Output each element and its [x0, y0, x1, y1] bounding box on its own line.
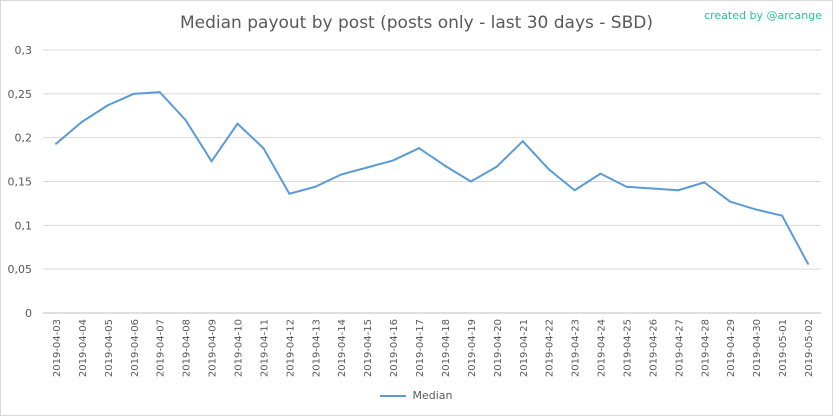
x-tick-label: 2019-04-05	[104, 319, 115, 377]
y-tick-label: 0	[25, 307, 32, 320]
data-point	[366, 166, 369, 169]
x-tick-label: 2019-04-04	[78, 319, 89, 377]
legend: Median	[1, 389, 832, 402]
chart-title: Median payout by post (posts only - last…	[180, 13, 653, 33]
x-tick-label: 2019-04-12	[285, 319, 296, 377]
series-line-median	[55, 91, 809, 265]
data-point	[184, 119, 187, 122]
x-tick-label: 2019-04-06	[130, 319, 141, 377]
x-tick-label: 2019-04-17	[415, 319, 426, 377]
data-point	[469, 180, 472, 183]
x-tick-label: 2019-05-02	[804, 319, 815, 377]
data-point	[314, 185, 317, 188]
x-tick-label: 2019-05-01	[778, 319, 789, 377]
credit-label: created by @arcange	[704, 9, 822, 22]
data-point	[443, 164, 446, 167]
x-tick-label: 2019-04-07	[156, 319, 167, 377]
x-tick-label: 2019-04-19	[467, 319, 478, 377]
data-point	[547, 168, 550, 171]
x-tick-label: 2019-04-13	[311, 319, 322, 377]
data-point	[262, 147, 265, 150]
data-point	[729, 200, 732, 203]
x-tick-label: 2019-04-16	[389, 319, 400, 377]
x-tick-label: 2019-04-29	[726, 319, 737, 377]
data-point	[651, 187, 654, 190]
data-point	[521, 140, 524, 143]
x-tick-label: 2019-04-26	[648, 319, 659, 377]
legend-label: Median	[412, 389, 453, 402]
x-tick-label: 2019-04-20	[493, 319, 504, 377]
x-tick-label: 2019-04-21	[519, 319, 530, 377]
x-tick-label: 2019-04-08	[182, 319, 193, 377]
x-tick-label: 2019-04-25	[623, 319, 634, 377]
data-point	[340, 173, 343, 176]
data-point	[80, 120, 83, 123]
x-tick-label: 2019-04-28	[700, 319, 711, 377]
data-point	[418, 147, 421, 150]
data-point	[677, 189, 680, 192]
x-tick-label: 2019-04-11	[259, 319, 270, 377]
x-tick-label: 2019-04-22	[545, 319, 556, 377]
legend-swatch	[380, 395, 407, 397]
y-tick-label: 0,05	[8, 263, 33, 276]
x-tick-label: 2019-04-14	[337, 319, 348, 377]
data-point	[236, 122, 239, 125]
x-tick-label: 2019-04-15	[363, 319, 374, 377]
x-tick-label: 2019-04-10	[234, 319, 245, 377]
data-point	[210, 160, 213, 163]
data-point	[288, 192, 291, 195]
y-tick-label: 0,15	[8, 176, 33, 189]
data-point	[158, 91, 161, 94]
data-point	[781, 214, 784, 217]
y-tick-label: 0,25	[8, 88, 33, 101]
data-point	[703, 181, 706, 184]
x-tick-label: 2019-04-23	[571, 319, 582, 377]
data-point	[573, 189, 576, 192]
data-point	[54, 142, 57, 145]
y-tick-label: 0,3	[15, 44, 33, 57]
x-tick-label: 2019-04-03	[52, 319, 63, 377]
y-tick-label: 0,1	[15, 219, 33, 232]
x-tick-label: 2019-04-18	[441, 319, 452, 377]
data-point	[495, 165, 498, 168]
data-point	[755, 208, 758, 211]
data-point	[625, 185, 628, 188]
x-tick-label: 2019-04-24	[597, 319, 608, 377]
data-point	[106, 104, 109, 107]
data-point	[807, 262, 810, 265]
data-point	[132, 92, 135, 95]
x-tick-label: 2019-04-09	[208, 319, 219, 377]
x-tick-label: 2019-04-30	[752, 319, 763, 377]
data-point	[599, 172, 602, 175]
y-tick-label: 0,2	[15, 132, 33, 145]
x-tick-label: 2019-04-27	[674, 319, 685, 377]
data-point	[392, 159, 395, 162]
